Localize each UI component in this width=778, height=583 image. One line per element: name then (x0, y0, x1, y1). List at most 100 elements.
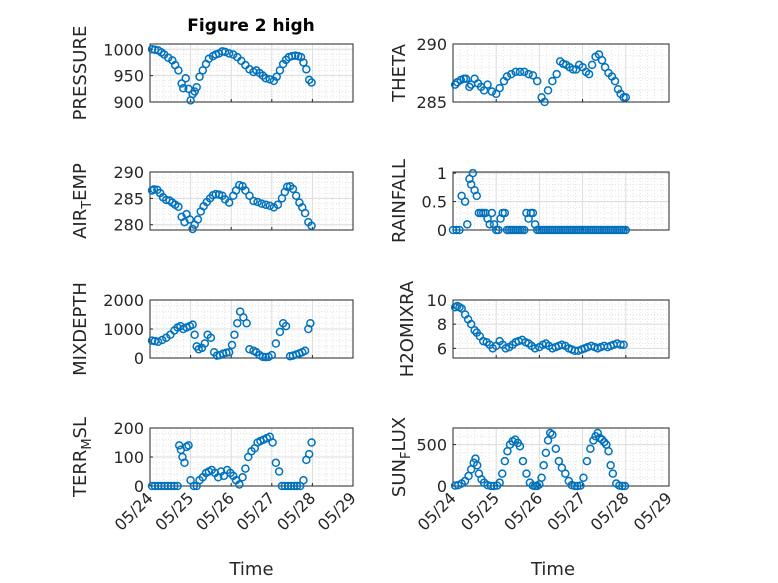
data-point (599, 437, 609, 447)
x-tick-label: 05/29 (630, 488, 676, 534)
data-point (487, 87, 497, 96)
data-point (582, 456, 592, 466)
data-point (500, 456, 510, 466)
data-point (273, 200, 283, 209)
x-tick-label: 05/26 (192, 488, 238, 534)
data-point (235, 480, 244, 489)
data-point (188, 224, 197, 234)
data-point (230, 330, 239, 340)
axes-box (149, 43, 354, 103)
data-point (486, 481, 496, 491)
data-point (463, 220, 472, 229)
x-tick-label: 05/25 (151, 488, 197, 534)
axes-box (452, 43, 670, 103)
data-point (539, 461, 548, 470)
data-point (238, 473, 247, 482)
y-tick-label: 10 (427, 291, 447, 310)
data-point (241, 186, 250, 195)
data-point (613, 84, 623, 94)
data-point (472, 191, 482, 201)
data-point (579, 473, 588, 482)
data-point (507, 69, 516, 79)
data-point (608, 469, 618, 478)
data-point (522, 469, 531, 478)
data-point (265, 201, 275, 210)
data-point (604, 446, 613, 456)
data-point (193, 215, 203, 224)
y-tick-label: 200 (113, 419, 144, 438)
y-axis-label: SUNFLUX (389, 417, 414, 497)
data-point (457, 304, 466, 313)
y-tick-label: 0 (437, 221, 447, 240)
data-point (597, 435, 607, 444)
data-point (524, 69, 533, 79)
data-point (500, 208, 510, 218)
data-point (274, 467, 284, 476)
data-point (190, 330, 199, 340)
data-point (543, 436, 553, 445)
data-point (495, 83, 504, 93)
data-point (455, 225, 464, 235)
x-axis-label: Time (530, 559, 575, 580)
data-point (198, 66, 208, 75)
data-point (224, 49, 234, 58)
data-point (593, 428, 602, 438)
y-tick-label: 290 (416, 35, 447, 54)
data-point (570, 481, 580, 491)
data-point (220, 47, 230, 57)
data-point (277, 481, 287, 491)
axes-box (149, 171, 354, 231)
axes-box (452, 427, 670, 487)
data-point (576, 481, 585, 490)
y-tick-label: 0.5 (422, 193, 447, 212)
data-point (281, 321, 291, 331)
y-axis-label: AIRTEMP (70, 163, 95, 239)
data-point (206, 333, 216, 342)
data-point (472, 461, 482, 470)
axes-box (452, 299, 670, 359)
x-tick-label: 05/27 (543, 488, 589, 534)
data-point (287, 481, 296, 491)
data-point (597, 55, 607, 65)
data-point (515, 441, 525, 451)
data-point (548, 430, 557, 439)
data-point (173, 481, 182, 491)
data-point (299, 58, 308, 67)
data-point (241, 60, 250, 70)
data-point (299, 475, 308, 485)
data-point (182, 442, 191, 452)
data-point (200, 339, 210, 348)
data-point (179, 84, 188, 93)
data-point (518, 456, 528, 466)
data-point (530, 344, 540, 353)
data-point (587, 60, 597, 70)
data-point (551, 444, 561, 453)
data-point (261, 200, 270, 209)
data-point (502, 72, 512, 81)
data-point (487, 208, 497, 218)
data-point (271, 458, 281, 468)
data-point (289, 481, 299, 491)
y-tick-label: 280 (113, 216, 144, 235)
axes-box (452, 171, 670, 231)
data-point (520, 225, 529, 235)
data-point (245, 191, 254, 200)
data-point (258, 352, 268, 362)
data-point (180, 458, 189, 468)
data-point (300, 346, 310, 355)
y-tick-label: 1000 (103, 40, 144, 59)
y-axis-label: THETA (389, 43, 410, 103)
y-tick-label: 1 (437, 164, 447, 183)
data-point (275, 327, 285, 337)
data-point (268, 438, 277, 447)
x-tick-label: 05/29 (314, 488, 360, 534)
panel-pressure: 900 950 1000 PRESSURE (70, 26, 354, 120)
y-tick-label: 0 (134, 349, 144, 368)
panel-theta: 285 290 THETA (389, 35, 670, 112)
data-point (267, 350, 277, 360)
data-point (554, 456, 564, 466)
x-tick-label: 05/28 (273, 488, 319, 534)
y-tick-label: 500 (416, 436, 447, 455)
data-point (543, 86, 553, 95)
